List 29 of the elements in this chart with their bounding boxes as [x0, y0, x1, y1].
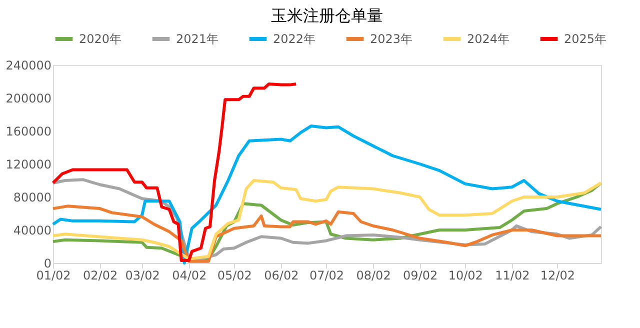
x-tick-label: 01/02	[36, 268, 71, 282]
x-tick-label: 07/02	[309, 268, 344, 282]
x-tick-label: 03/02	[125, 268, 160, 282]
line-series	[52, 82, 298, 262]
legend-label: 2023年	[370, 32, 413, 46]
x-tick-label: 06/02	[264, 268, 299, 282]
y-tick-label: 200000	[6, 92, 52, 106]
legend-label: 2025年	[564, 32, 607, 46]
line-series	[52, 204, 602, 263]
legend-label: 2022年	[273, 32, 316, 46]
y-tick-label: 0	[44, 256, 52, 270]
legend-label: 2024年	[467, 32, 510, 46]
chart-title: 玉米注册仓单量	[271, 6, 383, 25]
x-tick-label: 09/02	[403, 268, 438, 282]
x-tick-label: 10/02	[448, 268, 483, 282]
line-series	[52, 124, 602, 264]
y-tick-label: 40000	[13, 224, 52, 238]
y-tick-label: 120000	[6, 158, 52, 172]
x-tick-label: 12/02	[540, 268, 576, 282]
legend-label: 2021年	[176, 32, 219, 46]
legend-label: 2020年	[79, 32, 122, 46]
y-tick-label: 80000	[13, 190, 52, 204]
x-tick-label: 08/02	[356, 268, 391, 282]
x-tick-label: 11/02	[495, 268, 530, 282]
x-tick-label: 04/02	[172, 268, 207, 282]
x-tick-label: 05/02	[217, 268, 252, 282]
y-tick-label: 160000	[6, 124, 52, 138]
x-tick-label: 02/02	[83, 268, 118, 282]
y-tick-label: 240000	[6, 58, 52, 72]
